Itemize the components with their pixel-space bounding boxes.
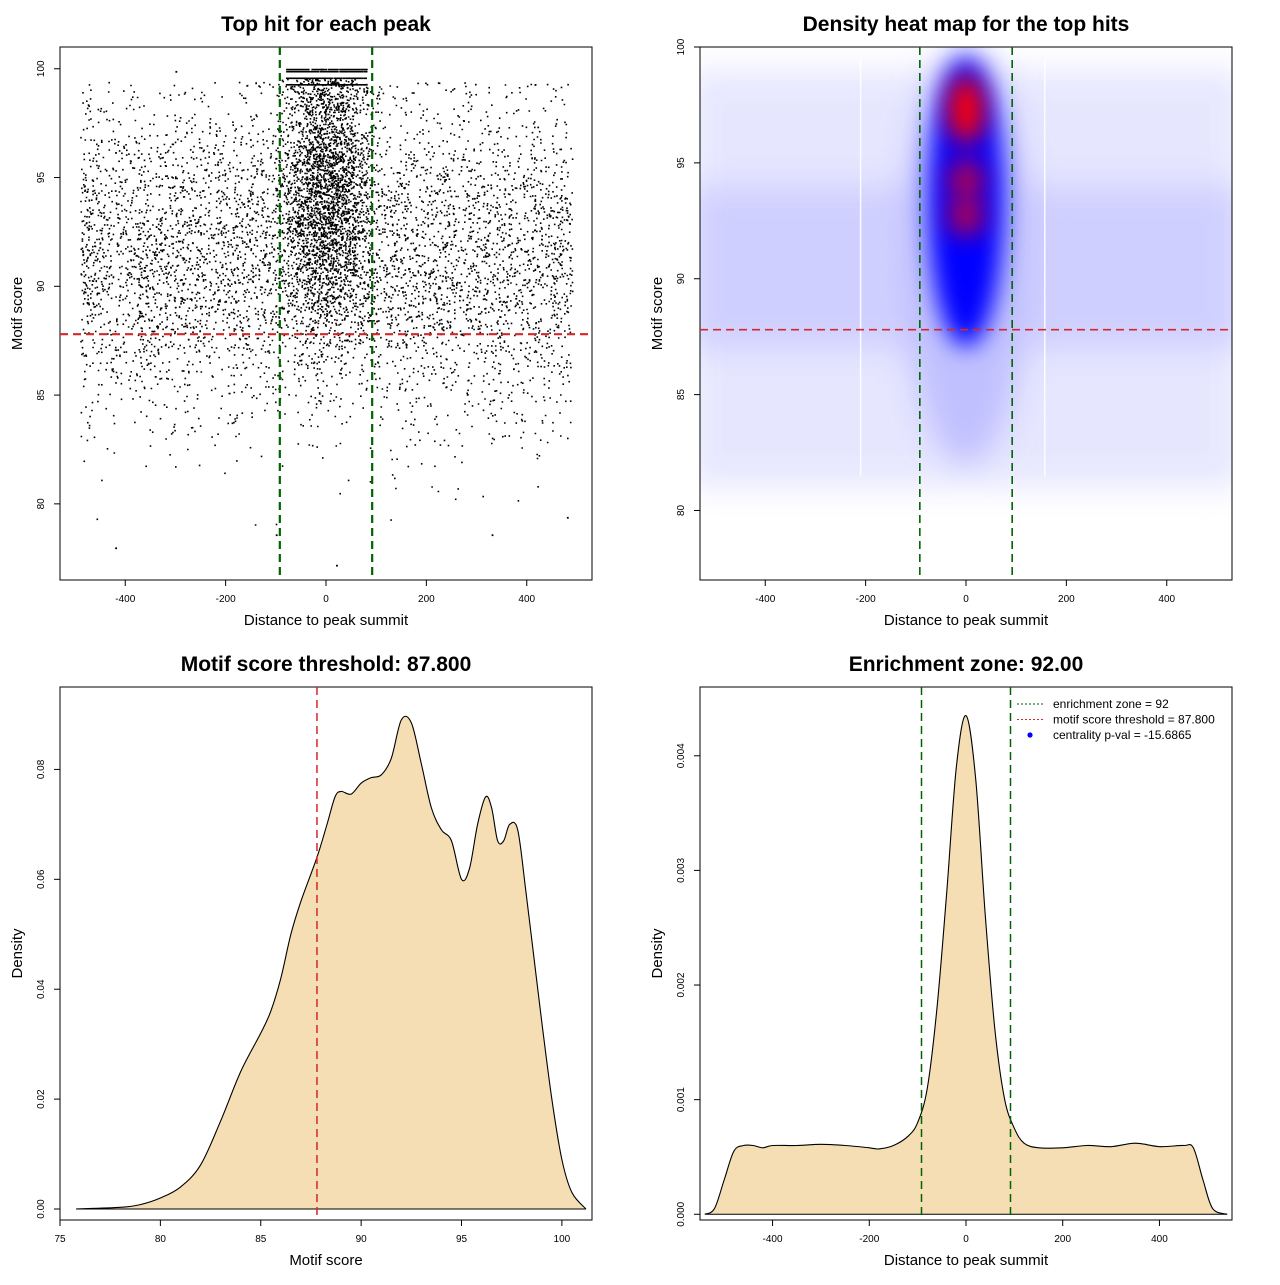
x-tick-label: 200: [1054, 1234, 1071, 1245]
legend-entry: motif score threshold = 87.800: [1053, 713, 1215, 727]
x-axis-label: Motif score: [289, 1252, 362, 1269]
y-tick-label: 80: [36, 498, 47, 510]
chart-title: Density heat map for the top hits: [803, 13, 1130, 36]
density-area: [76, 716, 586, 1210]
scatter-points: [80, 68, 574, 567]
chart-title: Top hit for each peak: [221, 13, 431, 36]
y-tick-label: 0.000: [676, 1201, 687, 1226]
y-tick-label: 100: [676, 38, 687, 55]
scatter-point: [566, 516, 569, 519]
y-tick-label: 0.001: [676, 1087, 687, 1112]
scatter-point: [115, 547, 118, 550]
x-tick-label: -200: [856, 594, 876, 605]
x-axis-label: Distance to peak summit: [884, 1252, 1049, 1269]
heatmap-hotspot: [948, 196, 984, 237]
density-area: [704, 715, 1228, 1215]
scatter-point: [351, 79, 353, 82]
x-tick-label: -400: [115, 594, 135, 605]
y-tick-label: 0.004: [676, 743, 687, 768]
x-tick-label: 400: [1151, 1234, 1168, 1245]
y-axis-label: Motif score: [649, 277, 666, 350]
panel-distance-density: Enrichment zone: 92.00 Distance to peak s…: [649, 653, 1233, 1269]
x-tick-label: -400: [755, 594, 775, 605]
y-axis-label: Density: [649, 928, 666, 979]
y-tick-label: 85: [36, 389, 47, 401]
density-curve: [76, 715, 587, 1210]
x-tick-label: 200: [418, 594, 435, 605]
panel-scatter: Top hit for each peak Distance to peak su…: [9, 13, 593, 629]
x-tick-label: -200: [216, 594, 236, 605]
x-tick-label: 85: [255, 1234, 267, 1245]
x-tick-label: 0: [963, 1234, 969, 1245]
legend-entry: centrality p-val = -15.6865: [1053, 728, 1192, 742]
y-tick-label: 100: [36, 60, 47, 77]
legend: enrichment zone = 92 motif score threshol…: [1017, 697, 1215, 742]
x-tick-label: 95: [456, 1234, 468, 1245]
x-tick-label: 0: [963, 594, 969, 605]
x-tick-label: 400: [1158, 594, 1175, 605]
legend-marker: [1027, 732, 1033, 738]
y-tick-label: 80: [676, 504, 687, 516]
x-axis-label: Distance to peak summit: [244, 612, 409, 629]
x-tick-label: 0: [323, 594, 329, 605]
y-tick-label: 0.00: [36, 1199, 47, 1219]
x-tick-label: 75: [54, 1234, 66, 1245]
y-tick-label: 0.06: [36, 869, 47, 889]
y-tick-label: 95: [36, 172, 47, 184]
y-tick-label: 0.02: [36, 1089, 47, 1109]
density-curve: [704, 715, 1228, 1215]
y-axis-label: Density: [9, 928, 26, 979]
chart-title: Motif score threshold: 87.800: [181, 653, 472, 676]
heatmap-hotspot: [948, 159, 984, 200]
scatter-point: [175, 70, 178, 73]
x-tick-label: 80: [155, 1234, 167, 1245]
x-tick-label: 90: [356, 1234, 368, 1245]
x-tick-label: 400: [518, 594, 535, 605]
x-axis-label: Distance to peak summit: [884, 612, 1049, 629]
scatter-point: [275, 534, 278, 537]
chart-title: Enrichment zone: 92.00: [849, 653, 1084, 676]
legend-entry: enrichment zone = 92: [1053, 697, 1169, 711]
plot-frame: [59, 686, 593, 1221]
panel-heatmap: Density heat map for the top hits Distanc…: [649, 13, 1233, 629]
y-tick-label: 95: [676, 157, 687, 169]
scatter-point: [320, 68, 323, 71]
x-tick-label: 200: [1058, 594, 1075, 605]
y-tick-label: 0.003: [676, 857, 687, 882]
y-tick-label: 90: [36, 280, 47, 292]
x-tick-label: -400: [763, 1234, 783, 1245]
x-tick-label: -200: [859, 1234, 879, 1245]
scatter-point: [491, 534, 494, 537]
y-tick-label: 0.08: [36, 759, 47, 779]
heatmap-hotspot: [948, 75, 984, 144]
y-tick-label: 85: [676, 389, 687, 401]
y-tick-label: 90: [676, 273, 687, 285]
heatmap-density: [700, 47, 1232, 580]
x-tick-label: 100: [554, 1234, 571, 1245]
y-axis-label: Motif score: [9, 277, 26, 350]
scatter-point: [80, 68, 574, 526]
panel-score-density: Motif score threshold: 87.800 Motif score…: [9, 653, 593, 1269]
y-tick-label: 0.04: [36, 979, 47, 999]
y-tick-label: 0.002: [676, 972, 687, 997]
scatter-point: [336, 564, 338, 567]
